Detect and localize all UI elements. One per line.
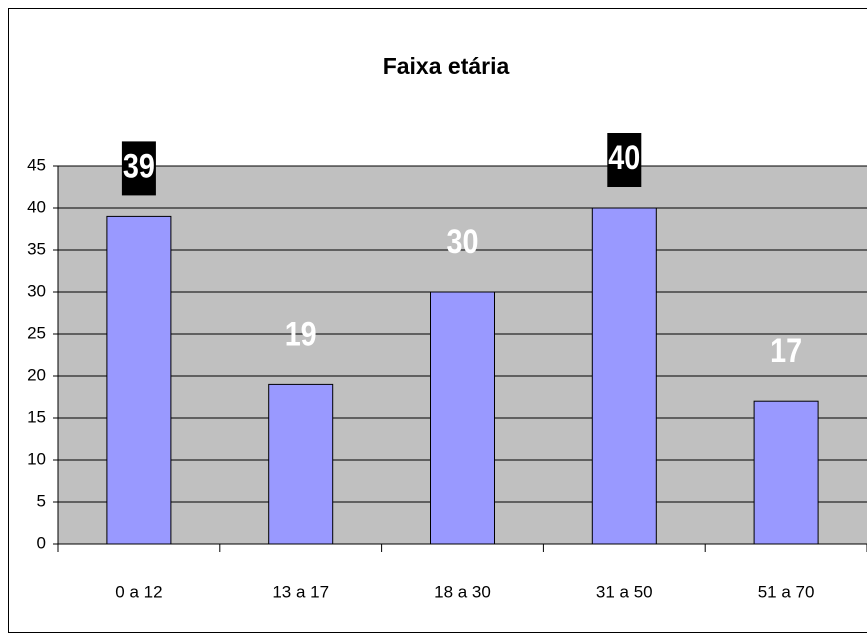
y-tick-label: 25 (27, 323, 46, 342)
y-tick-label: 5 (37, 491, 46, 510)
chart-title: Faixa etária (383, 53, 510, 79)
y-tick-label: 20 (27, 365, 46, 384)
data-label: 30 (447, 223, 479, 261)
y-tick-label: 15 (27, 407, 46, 426)
data-label: 39 (123, 147, 155, 185)
y-tick-label: 10 (27, 449, 46, 468)
x-tick-label: 51 a 70 (758, 582, 815, 601)
x-tick-label: 0 a 12 (115, 582, 162, 601)
data-label-box (607, 133, 642, 187)
data-label: 19 (285, 315, 317, 353)
data-label: 40 (608, 139, 640, 177)
bar (591, 207, 657, 545)
y-tick-label: 35 (27, 239, 46, 258)
x-tick-label: 13 a 17 (272, 582, 329, 601)
data-label: 17 (770, 332, 802, 370)
y-tick-label: 45 (27, 155, 46, 174)
bar (430, 291, 495, 545)
y-tick-label: 0 (37, 533, 46, 552)
x-tick-label: 18 a 30 (434, 582, 491, 601)
bar (753, 400, 819, 545)
data-label-box (121, 141, 156, 196)
bar (268, 383, 334, 545)
y-tick-label: 30 (27, 281, 46, 300)
y-tick-label: 40 (27, 197, 46, 216)
x-tick-label: 31 a 50 (596, 582, 653, 601)
bar (106, 215, 172, 545)
